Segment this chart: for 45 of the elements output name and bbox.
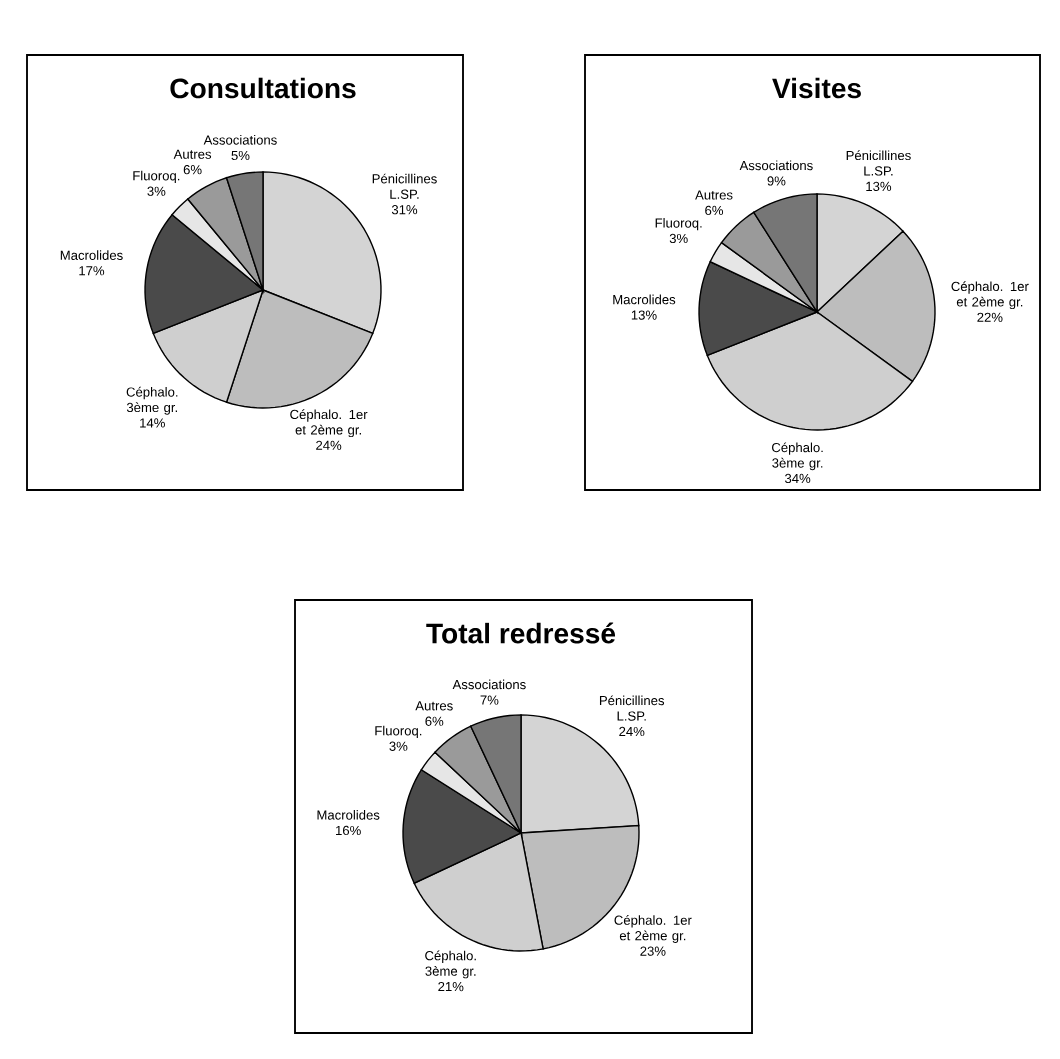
data-label: 9% [767,176,786,186]
data-label: 13% [631,310,657,320]
data-label: 23% [640,946,666,956]
data-label: 17% [79,266,105,276]
slice-label: Autres [415,701,453,711]
slice-label: Autres [695,190,733,200]
slice-label: Céphalo. 1er et 2ème gr. [614,915,692,943]
data-label: 31% [391,205,418,215]
chart-title: Consultations [170,77,356,99]
data-label: 13% [866,181,892,192]
data-label: 24% [619,726,645,737]
data-label: 21% [438,981,464,992]
data-label: 16% [336,825,361,836]
data-label: 3% [389,741,408,751]
data-label: 7% [480,695,499,705]
slice-label: Macrolides [60,250,123,260]
slice-label: Fluoroq. [133,170,180,184]
slice-label: Pénicillines L.SP. [372,173,437,199]
chart-title: Visites [772,77,861,99]
slice-label: Céphalo. 1er et 2ème gr. [290,409,368,438]
slice-label: Céphalo. 3ème gr. [772,442,823,471]
data-label: 6% [183,165,202,175]
slice-label: Pénicillines L.SP. [599,695,665,721]
data-label: 5% [231,150,250,161]
slice-label: Céphalo. 1er et 2ème gr. [951,281,1029,310]
data-label: 6% [425,716,444,726]
data-label: 34% [784,473,811,484]
data-label: 24% [316,440,342,450]
slice-label: Fluoroq. [655,218,702,231]
slice-label: Associations [203,135,277,145]
data-label: 6% [705,205,724,216]
slice-label: Associations [452,679,526,690]
slice-label: Céphalo. 3ème gr. [425,950,476,979]
slice-label: Autres [173,149,212,159]
slice-label: Céphalo. 3ème gr. [126,386,178,415]
data-label: 22% [977,312,1003,322]
chart-title: Total redressé [426,622,616,644]
slice-label: Macrolides [317,810,380,820]
data-label: 3% [147,186,166,196]
slice-label: Pénicillines L.SP. [846,150,911,176]
data-label: 14% [140,418,165,428]
slice-label: Macrolides [613,294,676,305]
slice-label: Associations [739,160,813,171]
slice-label: Fluoroq. [375,725,422,739]
data-label: 3% [669,233,688,244]
